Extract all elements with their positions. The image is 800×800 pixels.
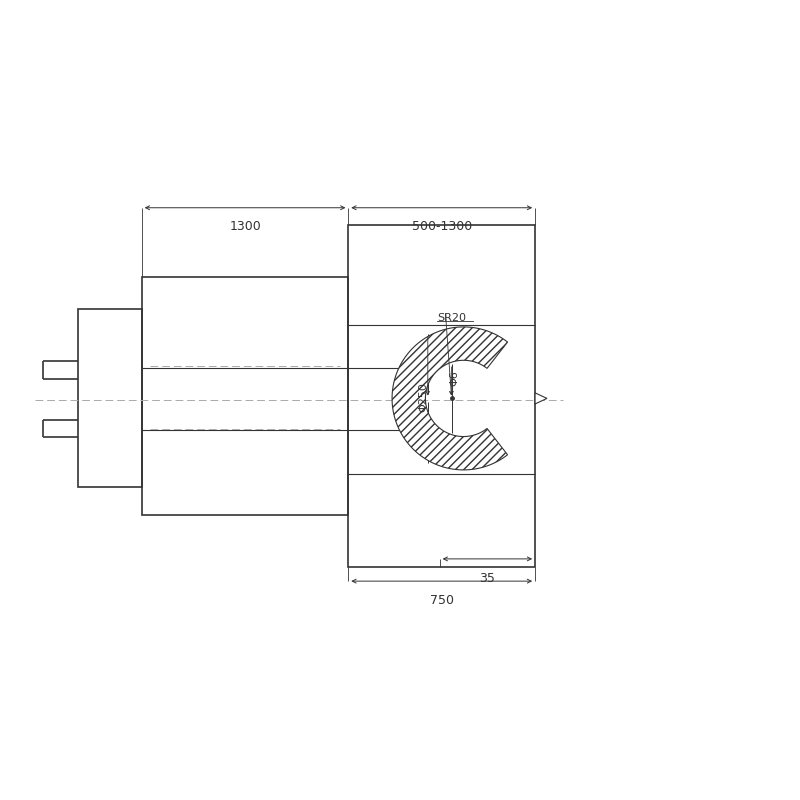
Text: 1300: 1300: [230, 221, 261, 234]
Text: Φ6: Φ6: [449, 370, 459, 386]
Bar: [348, 226, 535, 567]
Text: 750: 750: [430, 594, 454, 607]
Text: Φ250: Φ250: [418, 382, 428, 412]
Text: 35: 35: [479, 571, 495, 585]
Polygon shape: [535, 393, 547, 404]
Text: SR20: SR20: [438, 313, 466, 322]
Bar: [142, 277, 348, 515]
Bar: [78, 309, 142, 487]
Text: 500-1300: 500-1300: [411, 221, 472, 234]
Polygon shape: [392, 327, 507, 470]
